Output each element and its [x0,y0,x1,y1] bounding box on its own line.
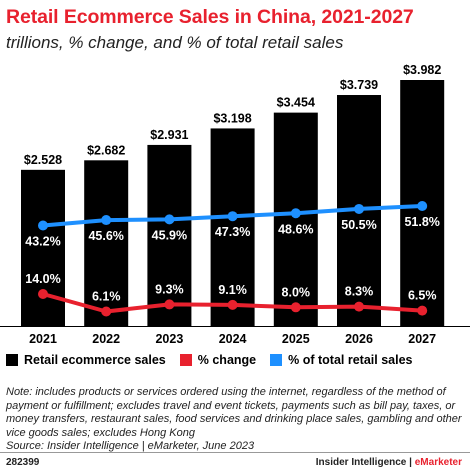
share-label-2021: 43.2% [25,235,60,249]
change-label-2021: 14.0% [25,272,60,286]
legend-swatch-ecommerce [6,354,18,366]
chart-plot: $2.528 $2.682 $2.931 $3.198 $3.454 $3.739 $3.9… [0,63,470,345]
change-label-2023: 9.3% [155,282,184,296]
bar-label-2025: $3.454 [277,96,315,110]
legend-label-share: % of total retail sales [288,353,413,367]
change-point-2027 [417,305,428,316]
share-label-2027: 51.8% [404,215,439,229]
share-point-2027 [417,201,428,211]
bar-2025 [273,112,318,327]
bar-label-2021: $2.528 [24,153,62,167]
change-point-2021 [38,289,48,299]
x-tick-2026: 2026 [345,332,373,345]
brand-insider: Insider Intelligence [315,457,407,468]
bar-2023 [147,144,192,326]
share-point-2025 [290,208,301,219]
change-label-2025: 8.0% [282,285,311,299]
footer-brand: Insider Intelligence | eMarketer [316,457,462,468]
bar-label-2027: $3.982 [403,63,441,77]
change-label-2024: 9.1% [218,283,247,297]
legend: Retail ecommerce sales % change % of tot… [6,353,426,367]
bar-label-2023: $2.931 [150,128,188,142]
share-point-2022 [101,215,112,226]
x-tick-2023: 2023 [155,332,183,345]
legend-label-ecommerce: Retail ecommerce sales [24,353,166,367]
chart-title: Retail Ecommerce Sales in China, 2021-20… [6,6,414,28]
source-text: Source: Insider Intelligence | eMarketer… [6,440,255,453]
change-point-2022 [101,306,112,317]
chart-subtitle: trillions, % change, and % of total reta… [6,33,344,52]
share-point-2026 [354,203,364,214]
bar-label-2022: $2.682 [87,143,125,157]
bar-2024 [210,128,255,326]
brand-separator: | [406,457,415,468]
chart-id: 282399 [6,457,40,468]
share-label-2022: 45.6% [88,229,123,243]
change-label-2022: 6.1% [92,290,121,304]
share-label-2025: 48.6% [278,222,313,236]
chart-notes: Note: includes products or services orde… [6,386,464,454]
share-point-2024 [227,211,238,222]
bar-label-2024: $3.198 [213,111,251,125]
share-label-2023: 45.9% [152,228,187,242]
legend-item-ecommerce: Retail ecommerce sales [6,353,166,367]
legend-swatch-share [270,354,283,366]
x-tick-2024: 2024 [219,332,247,345]
x-tick-2027: 2027 [408,332,436,345]
share-point-2023 [164,214,175,225]
x-tick-2025: 2025 [282,332,310,345]
brand-emarketer: eMarketer [414,457,462,468]
change-point-2025 [290,302,301,313]
x-tick-2022: 2022 [92,332,120,345]
change-point-2023 [164,299,175,310]
change-label-2026: 8.3% [345,285,374,299]
legend-label-change: % change [197,353,257,367]
legend-swatch-change [179,354,192,366]
change-point-2024 [227,299,238,310]
share-point-2021 [38,220,48,231]
note-text: Note: includes products or services orde… [6,386,462,439]
bar-2022 [84,160,129,326]
bar-label-2026: $3.739 [340,78,378,92]
legend-item-change: % change [179,353,257,367]
share-label-2026: 50.5% [341,218,376,232]
change-label-2027: 6.5% [408,289,437,303]
footer-divider [0,452,470,453]
change-point-2026 [354,301,364,312]
share-label-2024: 47.3% [215,225,250,239]
x-tick-2021: 2021 [29,332,57,345]
legend-item-share: % of total retail sales [270,353,412,367]
